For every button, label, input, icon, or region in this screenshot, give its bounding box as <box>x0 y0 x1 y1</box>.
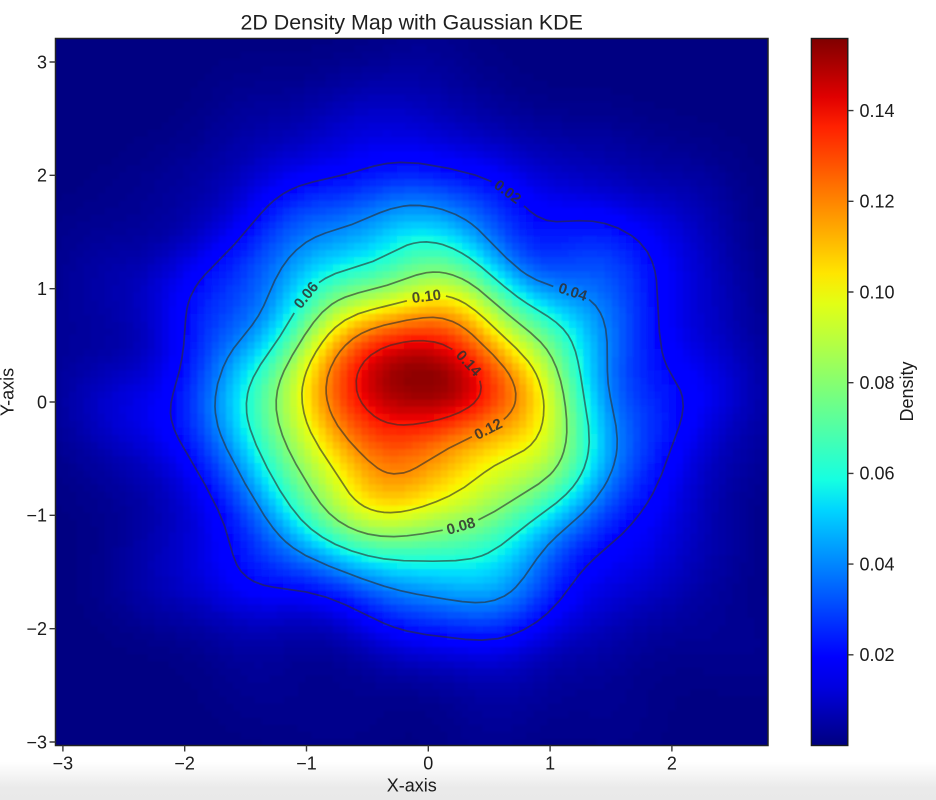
svg-text:0.02: 0.02 <box>860 645 895 665</box>
svg-text:0.10: 0.10 <box>411 287 442 307</box>
svg-text:0.04: 0.04 <box>860 554 895 574</box>
svg-text:2: 2 <box>667 754 677 774</box>
svg-text:−3: −3 <box>26 732 47 752</box>
svg-text:X-axis: X-axis <box>387 776 437 796</box>
svg-text:0: 0 <box>37 392 47 412</box>
svg-text:0.10: 0.10 <box>860 282 895 302</box>
svg-text:−3: −3 <box>53 754 74 774</box>
svg-text:0: 0 <box>423 754 433 774</box>
svg-text:2D Density Map with Gaussian K: 2D Density Map with Gaussian KDE <box>241 11 583 35</box>
svg-text:0.06: 0.06 <box>860 464 895 484</box>
svg-text:−1: −1 <box>26 506 47 526</box>
svg-text:0.14: 0.14 <box>860 101 895 121</box>
svg-text:−2: −2 <box>174 754 195 774</box>
svg-text:0.08: 0.08 <box>860 373 895 393</box>
svg-text:−1: −1 <box>296 754 317 774</box>
svg-text:−2: −2 <box>26 619 47 639</box>
svg-text:1: 1 <box>545 754 555 774</box>
svg-text:3: 3 <box>37 52 47 72</box>
svg-text:Density: Density <box>897 361 917 421</box>
svg-text:2: 2 <box>37 166 47 186</box>
svg-text:0.12: 0.12 <box>860 192 895 212</box>
svg-text:Y-axis: Y-axis <box>0 368 18 416</box>
svg-text:1: 1 <box>37 279 47 299</box>
